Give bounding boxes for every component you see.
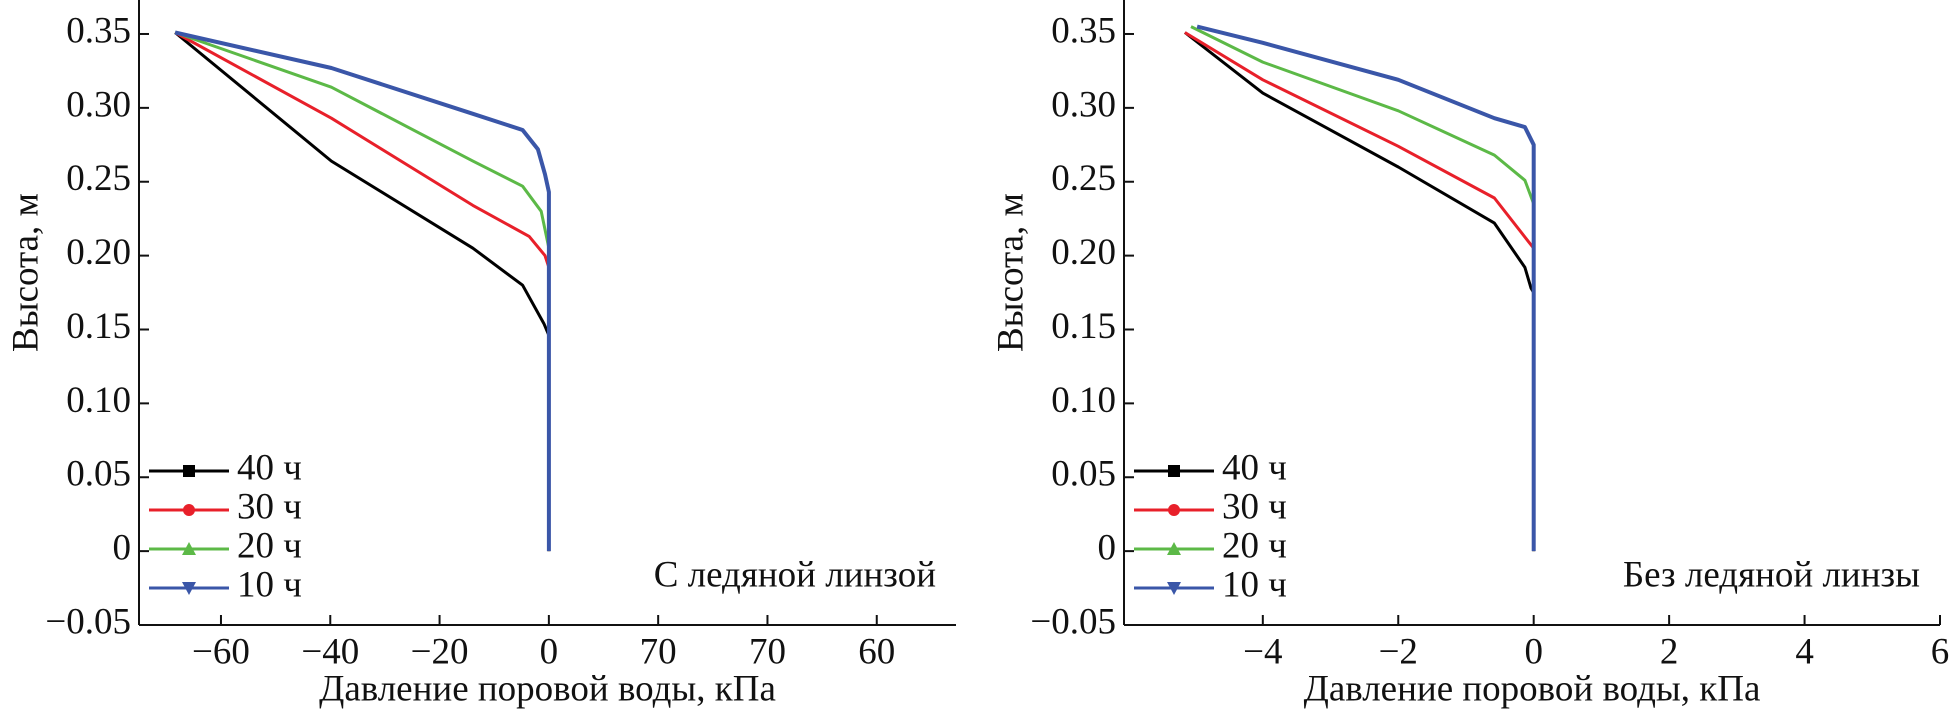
y-tick-label: 0.30 — [1051, 84, 1116, 125]
x-tick-label: 60 — [858, 631, 895, 672]
x-tick-label: 4 — [1795, 631, 1814, 672]
legend-label: 10 ч — [1222, 564, 1287, 605]
y-tick-label: 0.05 — [1051, 454, 1116, 495]
x-tick-label: 0 — [1524, 631, 1543, 672]
x-tick-label: −40 — [301, 631, 359, 672]
legend-label: 20 ч — [237, 525, 302, 566]
x-axis-label: Давление поровой воды, кПа — [1304, 668, 1761, 709]
x-axis-label: Давление поровой воды, кПа — [319, 668, 776, 709]
legend-marker — [183, 465, 195, 477]
y-tick-label: −0.05 — [1030, 601, 1116, 642]
x-tick-label: −20 — [411, 631, 469, 672]
legend-marker — [183, 504, 195, 516]
legend-marker — [1168, 465, 1180, 477]
y-axis-label: Высота, м — [990, 193, 1031, 352]
y-tick-label: −0.05 — [45, 601, 131, 642]
y-tick-label: 0.15 — [1051, 306, 1116, 347]
y-tick-label: 0.10 — [1051, 380, 1116, 421]
series-line — [174, 31, 551, 552]
series-line — [174, 31, 551, 552]
x-tick-label: 6 — [1931, 631, 1950, 672]
y-tick-label: 0 — [1098, 528, 1117, 569]
y-tick-label: 0.35 — [66, 10, 131, 51]
legend-marker — [1167, 542, 1181, 555]
legend-label: 30 ч — [1222, 486, 1287, 527]
series-line — [1196, 24, 1536, 552]
annotation: Без ледяной линзы — [1623, 554, 1920, 595]
legend-label: 40 ч — [237, 447, 302, 488]
x-tick-label: −60 — [192, 631, 250, 672]
legend-marker — [182, 542, 196, 555]
legend-label: 40 ч — [1222, 447, 1287, 488]
x-tick-label: 70 — [749, 631, 786, 672]
legend-marker — [182, 582, 196, 595]
y-tick-label: 0.10 — [66, 380, 131, 421]
legend-label: 10 ч — [237, 564, 302, 605]
y-tick-label: 0.35 — [1051, 10, 1116, 51]
y-tick-label: 0.20 — [1051, 232, 1116, 273]
y-tick-label: 0.15 — [66, 306, 131, 347]
series-line — [174, 30, 551, 552]
legend-label: 30 ч — [237, 486, 302, 527]
x-tick-label: 0 — [540, 631, 559, 672]
y-tick-label: 0 — [113, 528, 132, 569]
y-tick-label: 0.30 — [66, 84, 131, 125]
legend-marker — [1167, 582, 1181, 595]
y-tick-label: 0.25 — [66, 158, 131, 199]
legend-marker — [1168, 504, 1180, 516]
y-tick-label: 0.05 — [66, 454, 131, 495]
series-line — [174, 31, 551, 552]
y-tick-label: 0.20 — [66, 232, 131, 273]
legend-label: 20 ч — [1222, 525, 1287, 566]
annotation: С ледяной линзой — [654, 554, 936, 595]
y-axis-label: Высота, м — [5, 193, 46, 352]
x-tick-label: 2 — [1660, 631, 1679, 672]
x-tick-label: −4 — [1243, 631, 1282, 672]
y-tick-label: 0.25 — [1051, 158, 1116, 199]
x-tick-label: −2 — [1379, 631, 1418, 672]
x-tick-label: 70 — [640, 631, 677, 672]
